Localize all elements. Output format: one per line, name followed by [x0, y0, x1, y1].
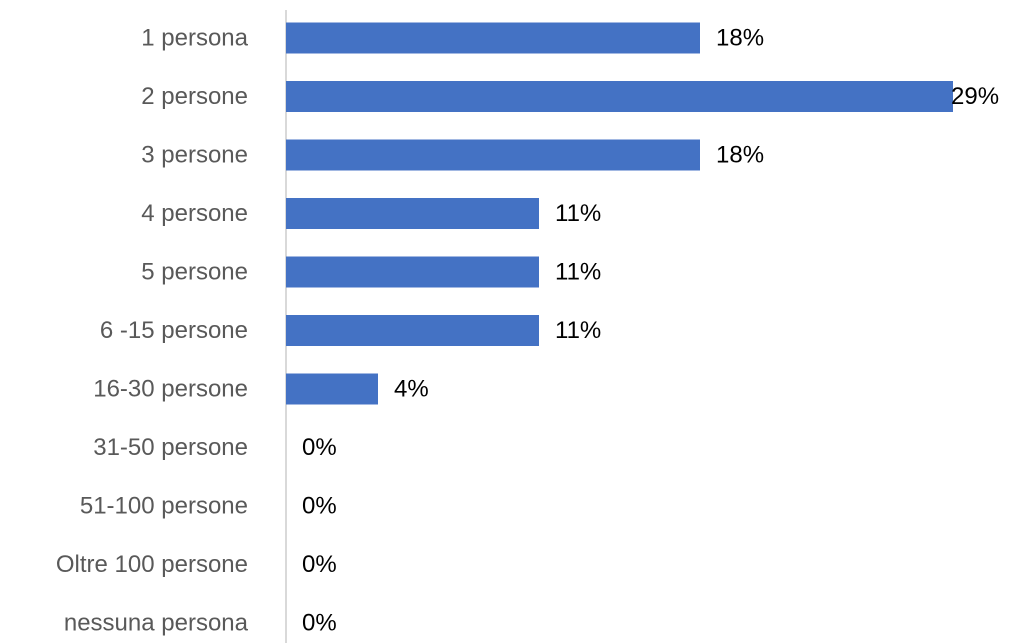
category-label: Oltre 100 persone [56, 551, 248, 578]
value-label: 0% [302, 434, 337, 461]
category-label: nessuna persona [64, 610, 249, 637]
category-label: 16-30 persone [93, 376, 248, 403]
value-label: 0% [302, 551, 337, 578]
bar [286, 198, 539, 229]
category-label: 3 persone [141, 142, 248, 169]
value-label: 29% [951, 83, 999, 110]
category-label: 31-50 persone [93, 434, 248, 461]
value-label: 11% [555, 317, 601, 344]
category-labels-group: 1 persona 2 persone 3 persone 4 persone 5 pe… [56, 25, 249, 637]
value-label: 18% [716, 142, 764, 169]
value-label: 11% [555, 200, 601, 227]
category-label: 6 -15 persone [100, 317, 248, 344]
bar [286, 315, 539, 346]
value-label: 11% [555, 259, 601, 286]
bar [286, 81, 953, 112]
category-label: 4 persone [141, 200, 248, 227]
value-label: 18% [716, 25, 764, 52]
bar [286, 140, 700, 171]
category-label: 2 persone [141, 83, 248, 110]
bar [286, 257, 539, 288]
bar [286, 374, 378, 405]
value-label: 4% [394, 376, 429, 403]
bars-group [286, 23, 953, 405]
category-label: 51-100 persone [80, 493, 248, 520]
category-label: 1 persona [141, 25, 248, 52]
bar [286, 23, 700, 54]
category-label: 5 persone [141, 259, 248, 286]
value-label: 0% [302, 610, 337, 637]
value-label: 0% [302, 493, 337, 520]
